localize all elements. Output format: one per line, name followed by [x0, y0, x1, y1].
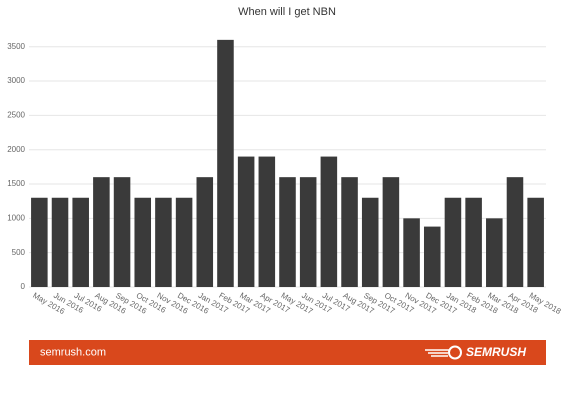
y-tick-label: 1500	[7, 179, 25, 188]
y-tick-label: 2500	[7, 110, 25, 119]
y-tick-label: 0	[21, 282, 26, 291]
footer-brand: SEMRUSH	[466, 345, 526, 359]
bar	[382, 177, 400, 287]
bar	[403, 218, 420, 287]
bar	[465, 197, 482, 287]
bar	[444, 197, 462, 287]
brand-logo	[425, 345, 462, 360]
bar	[196, 177, 214, 287]
bar	[51, 197, 69, 287]
bar	[217, 39, 234, 287]
bar	[361, 197, 379, 287]
bar	[341, 177, 358, 287]
y-tick-label: 2000	[7, 145, 25, 154]
bar	[486, 218, 503, 287]
y-tick-label: 1000	[7, 213, 25, 222]
footer-site: semrush.com	[40, 346, 106, 358]
bar	[258, 156, 276, 287]
bar	[113, 177, 131, 287]
chart-title: When will I get NBN	[238, 6, 336, 18]
y-tick-label: 500	[12, 248, 26, 257]
bar	[155, 197, 172, 287]
bar	[299, 177, 317, 287]
bar	[320, 156, 338, 287]
bar	[527, 197, 544, 287]
bar	[134, 197, 152, 287]
bar	[506, 177, 524, 287]
y-tick-label: 3500	[7, 42, 25, 51]
y-tick-label: 3000	[7, 76, 25, 85]
bar	[423, 226, 441, 287]
bar	[72, 197, 89, 287]
footer-bar	[29, 340, 546, 365]
bar	[279, 177, 296, 287]
bar	[93, 177, 110, 287]
bar	[31, 197, 48, 287]
bar	[175, 197, 193, 287]
bar	[237, 156, 255, 287]
